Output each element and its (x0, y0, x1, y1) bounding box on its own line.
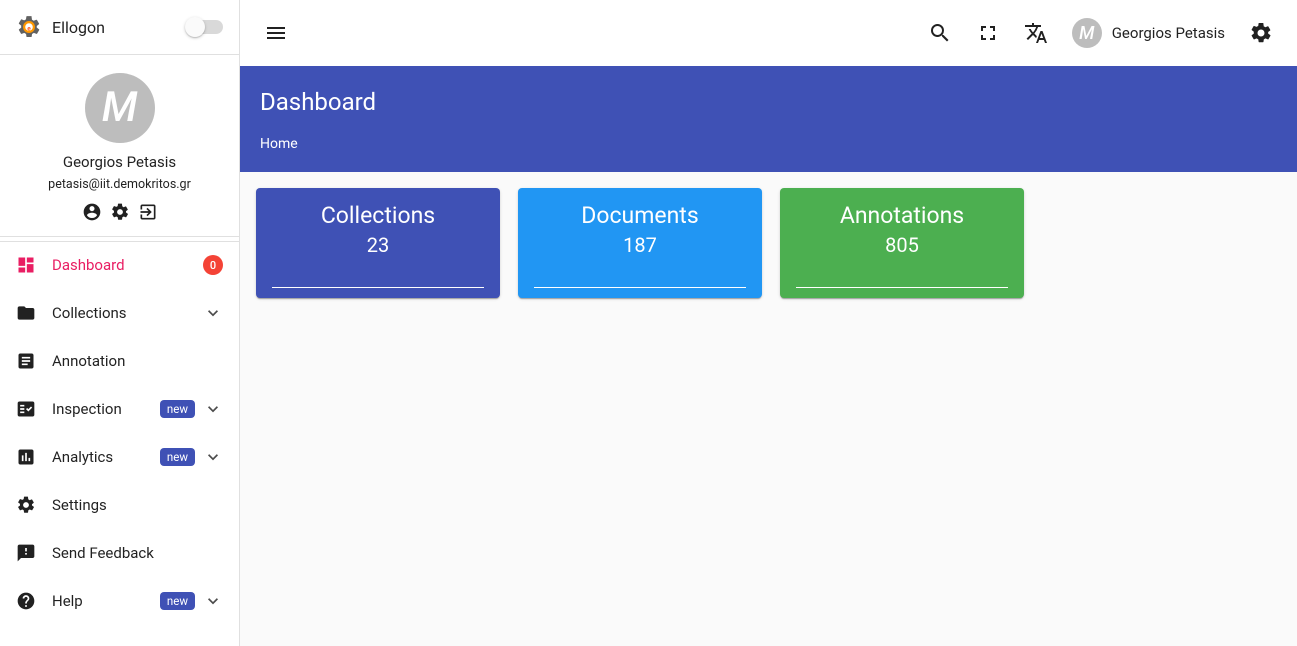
chevron-down-icon (203, 447, 223, 467)
brand-name: Ellogon (52, 18, 105, 37)
divider (534, 287, 746, 288)
sidebar-item-inspection[interactable]: Inspection new (0, 385, 239, 433)
topbar: M Georgios Petasis (240, 0, 1297, 66)
settings-button[interactable] (1241, 13, 1281, 53)
sidebar-item-label: Analytics (52, 448, 154, 466)
stat-title: Annotations (794, 202, 1010, 229)
profile-name: Georgios Petasis (12, 153, 227, 171)
chevron-down-icon (203, 591, 223, 611)
menu-button[interactable] (256, 13, 296, 53)
exit-icon[interactable] (138, 202, 158, 222)
profile-section: M Georgios Petasis petasis@iit.demokrito… (0, 55, 239, 237)
profile-email: petasis@iit.demokritos.gr (12, 177, 227, 192)
user-chip[interactable]: M Georgios Petasis (1064, 18, 1233, 48)
stat-value: 23 (270, 233, 486, 257)
account-icon[interactable] (82, 202, 102, 222)
brand-logo-icon: e (16, 14, 42, 40)
page-title: Dashboard (260, 88, 1277, 116)
stat-value: 805 (794, 233, 1010, 257)
nav: Dashboard0 Collections Annotation Inspectio… (0, 237, 239, 625)
stat-card-annotations[interactable]: Annotations 805 (780, 188, 1024, 298)
chevron-down-icon (203, 303, 223, 323)
factcheck-icon (16, 399, 36, 419)
translate-button[interactable] (1016, 13, 1056, 53)
sidebar-item-label: Help (52, 592, 154, 610)
sidebar-item-annotation[interactable]: Annotation (0, 337, 239, 385)
sidebar-item-analytics[interactable]: Analytics new (0, 433, 239, 481)
fullscreen-icon (976, 21, 1000, 45)
new-badge: new (160, 400, 195, 418)
breadcrumb: Home (260, 136, 1277, 152)
avatar[interactable]: M (85, 73, 155, 143)
brand[interactable]: e Ellogon (16, 14, 105, 40)
svg-text:e: e (27, 24, 31, 32)
count-badge: 0 (203, 255, 223, 275)
sidebar-item-dashboard[interactable]: Dashboard0 (0, 241, 239, 289)
menu-icon (264, 21, 288, 45)
translate-icon (1024, 21, 1048, 45)
sidebar-item-label: Collections (52, 304, 195, 322)
search-button[interactable] (920, 13, 960, 53)
breadcrumb-home[interactable]: Home (260, 136, 298, 152)
gear-icon[interactable] (110, 202, 130, 222)
new-badge: new (160, 592, 195, 610)
sidebar-item-feedback[interactable]: Send Feedback (0, 529, 239, 577)
new-badge: new (160, 448, 195, 466)
sidebar-item-label: Send Feedback (52, 544, 223, 562)
sidebar-item-help[interactable]: Helpnew (0, 577, 239, 625)
stat-card-collections[interactable]: Collections 23 (256, 188, 500, 298)
sidebar-item-label: Settings (52, 496, 223, 514)
main: M Georgios Petasis Dashboard Home Collec… (240, 0, 1297, 646)
help-icon (16, 591, 36, 611)
divider (796, 287, 1008, 288)
divider (272, 287, 484, 288)
sidebar-header: e Ellogon (0, 0, 239, 55)
sidebar-item-label: Inspection (52, 400, 154, 418)
dashboard-icon (16, 255, 36, 275)
article-icon (16, 351, 36, 371)
stat-value: 187 (532, 233, 748, 257)
fullscreen-button[interactable] (968, 13, 1008, 53)
user-chip-name: Georgios Petasis (1112, 24, 1225, 42)
page-header: Dashboard Home (240, 66, 1297, 172)
toggle-thumb (185, 17, 205, 37)
gear-icon (16, 495, 36, 515)
stat-card-documents[interactable]: Documents 187 (518, 188, 762, 298)
sidebar-item-label: Annotation (52, 352, 223, 370)
stat-title: Documents (532, 202, 748, 229)
profile-actions (12, 202, 227, 222)
stat-title: Collections (270, 202, 486, 229)
barchart-icon (16, 447, 36, 467)
sidebar: e Ellogon M Georgios Petasis petasis@iit… (0, 0, 240, 646)
content: Collections 23 Documents 187 Annotations 805 (240, 172, 1297, 314)
gear-icon (1249, 21, 1273, 45)
sidebar-item-collections[interactable]: Collections (0, 289, 239, 337)
folder-icon (16, 303, 36, 323)
search-icon (928, 21, 952, 45)
sidebar-item-label: Dashboard (52, 256, 203, 274)
chevron-down-icon (203, 399, 223, 419)
sidebar-item-settings[interactable]: Settings (0, 481, 239, 529)
theme-toggle[interactable] (187, 20, 223, 34)
avatar-small: M (1072, 18, 1102, 48)
feedback-icon (16, 543, 36, 563)
